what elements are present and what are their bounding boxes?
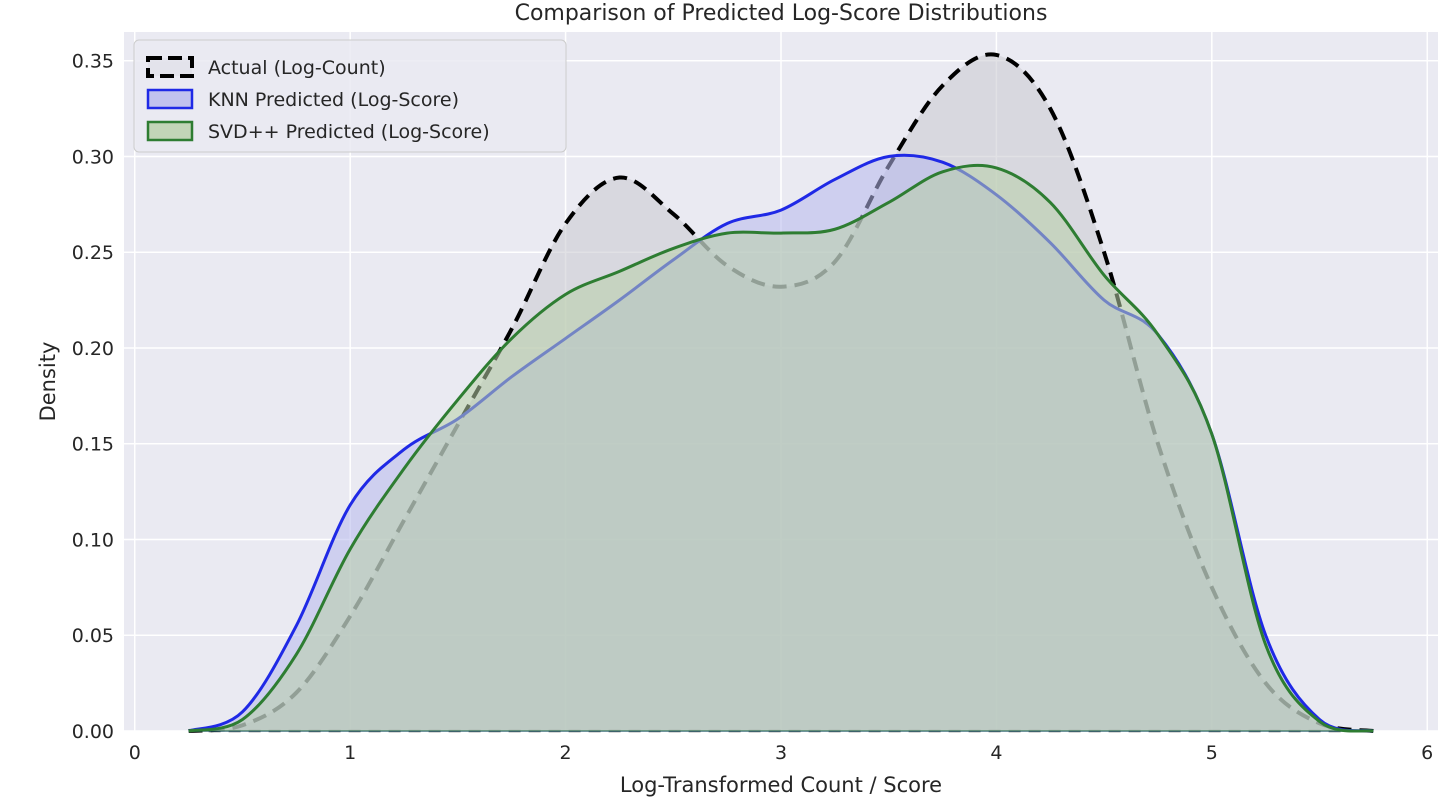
knn-legend-label: KNN Predicted (Log-Score) [208, 89, 459, 111]
y-tick-label: 0.20 [72, 338, 114, 360]
y-axis-title: Density [36, 342, 60, 422]
svdpp-density-line [188, 163, 1374, 733]
x-tick-label: 5 [1206, 742, 1218, 764]
y-tick-label: 0.05 [72, 625, 114, 647]
x-tick-label: 3 [775, 742, 787, 764]
svdpp-legend-label: SVD++ Predicted (Log-Score) [208, 121, 490, 143]
y-tick-label: 0.00 [72, 721, 114, 743]
y-tick-label: 0.35 [72, 51, 114, 73]
actual-legend-label: Actual (Log-Count) [208, 57, 386, 79]
x-tick-label: 4 [990, 742, 1002, 764]
chart-title: Comparison of Predicted Log-Score Distri… [515, 1, 1048, 26]
knn-legend-swatch [146, 88, 194, 110]
x-tick-label: 2 [560, 742, 572, 764]
legend: Actual (Log-Count) KNN Predicted (Log-Sco… [133, 39, 567, 153]
y-tick-label: 0.30 [72, 146, 114, 168]
svdpp-density-area [188, 165, 1374, 732]
svdpp-legend-swatch [146, 120, 194, 142]
x-tick-label: 0 [129, 742, 141, 764]
x-tick-label: 1 [344, 742, 356, 764]
tick-labels: 0 1 2 3 4 5 6 0.00 0.05 0.10 0.15 0.20 0.25 0.30 0.35 [72, 51, 1434, 764]
y-tick-label: 0.10 [72, 529, 114, 551]
legend-box [133, 39, 567, 153]
actual-legend-swatch [146, 56, 194, 78]
series-layer [188, 52, 1374, 733]
x-tick-label: 6 [1421, 742, 1433, 764]
x-axis-title: Log-Transformed Count / Score [620, 773, 942, 797]
y-tick-label: 0.15 [72, 434, 114, 456]
y-tick-label: 0.25 [72, 242, 114, 264]
